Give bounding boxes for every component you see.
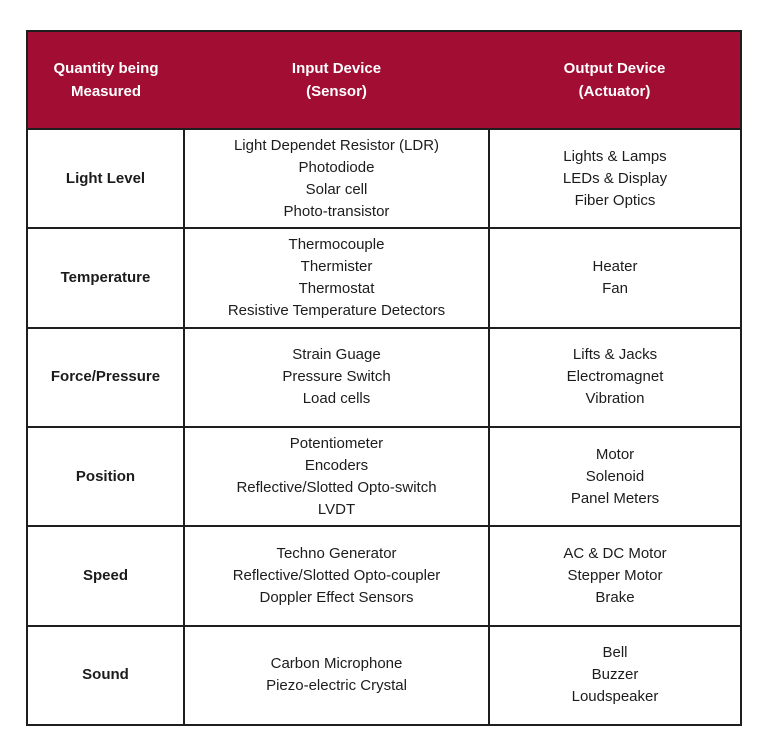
device-line: Pressure Switch [282,368,391,386]
device-line: Bell [602,644,628,662]
device-line: Fiber Optics [574,191,656,209]
header-output-device: Output Device (Actuator) [489,31,741,129]
device-line: Electromagnet [566,368,664,386]
devices-table: Quantity being Measured Input Device (Se… [26,30,742,727]
device-line: Doppler Effect Sensors [259,588,414,606]
header-input-device: Input Device (Sensor) [184,31,489,129]
device-line: Strain Guage [292,346,381,364]
device-line: Vibration [585,390,645,408]
quantity-cell: Speed [26,525,185,627]
output-devices-cell: AC & DC Motor Stepper Motor Brake [488,525,742,627]
input-devices-cell: Light Dependet Resistor (LDR) Photodiode… [183,127,490,230]
input-devices-cell: Techno Generator Reflective/Slotted Opto… [183,525,490,627]
input-devices-cell: Strain Guage Pressure Switch Load cells [183,326,490,428]
device-line: Thermocouple [288,235,385,253]
header-line: Measured [70,83,142,100]
device-line: Light Dependet Resistor (LDR) [233,136,440,154]
device-line: Stepper Motor [567,566,663,584]
device-line: Solenoid [585,467,645,485]
header-line: (Actuator) [578,83,651,100]
device-line: Potentiometer [289,434,384,452]
table-header-row: Quantity being Measured Input Device (Se… [27,31,741,129]
table-row-speed: Speed Techno Generator Reflective/Slotte… [26,525,742,627]
device-line: Load cells [302,390,371,408]
output-devices-cell: Lights & Lamps LEDs & Display Fiber Opti… [488,127,742,230]
device-line: Heater [592,257,638,275]
device-line: Lifts & Jacks [572,346,658,364]
quantity-cell: Position [26,425,185,528]
device-line: Buzzer [591,666,639,684]
device-line: Fan [602,279,628,297]
table-row-position: Position Potentiometer Encoders Reflecti… [26,425,742,528]
device-line: Thermostat [298,279,375,297]
device-line: LVDT [317,500,356,518]
device-line: AC & DC Motor [563,544,667,562]
device-line: Photo-transistor [283,202,390,220]
device-line: Piezo-electric Crystal [266,677,407,695]
device-line: Encoders [304,456,369,474]
device-line: Motor [595,445,635,463]
device-line: Panel Meters [570,489,660,507]
device-line: Brake [595,588,635,606]
header-line: (Sensor) [306,83,367,100]
device-line: Carbon Microphone [270,655,403,673]
output-devices-cell: Bell Buzzer Loudspeaker [488,624,742,727]
table-row-sound: Sound Carbon Microphone Piezo-electric C… [26,624,742,727]
quantity-cell: Temperature [26,227,185,329]
quantity-cell: Light Level [26,127,185,230]
device-line: Photodiode [298,158,375,176]
input-devices-cell: Carbon Microphone Piezo-electric Crystal [183,624,490,727]
device-line: Reflective/Slotted Opto-switch [236,478,437,496]
input-devices-cell: Thermocouple Thermister Thermostat Resis… [183,227,490,329]
output-devices-cell: Lifts & Jacks Electromagnet Vibration [488,326,742,428]
device-line: Reflective/Slotted Opto-coupler [232,566,441,584]
table-row-temperature: Temperature Thermocouple Thermister Ther… [26,227,742,329]
device-line: Techno Generator [276,544,397,562]
header-line: Output Device [563,60,666,77]
header-line: Input Device [291,60,382,77]
input-devices-cell: Potentiometer Encoders Reflective/Slotte… [183,425,490,528]
output-devices-cell: Heater Fan [488,227,742,329]
quantity-cell: Sound [26,624,185,727]
device-line: LEDs & Display [562,169,668,187]
table-row-light-level: Light Level Light Dependet Resistor (LDR… [26,127,742,230]
device-line: Loudspeaker [571,688,659,706]
quantity-cell: Force/Pressure [26,326,185,428]
header-quantity-measured: Quantity being Measured [27,31,184,129]
header-line: Quantity being [53,60,159,77]
table-row-force-pressure: Force/Pressure Strain Guage Pressure Swi… [26,326,742,428]
device-line: Resistive Temperature Detectors [227,301,446,319]
device-line: Solar cell [305,180,368,198]
device-line: Thermister [300,257,373,275]
device-line: Lights & Lamps [563,147,667,165]
output-devices-cell: Motor Solenoid Panel Meters [488,425,742,528]
